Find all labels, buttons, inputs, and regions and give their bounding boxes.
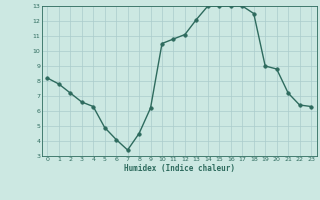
- X-axis label: Humidex (Indice chaleur): Humidex (Indice chaleur): [124, 164, 235, 173]
